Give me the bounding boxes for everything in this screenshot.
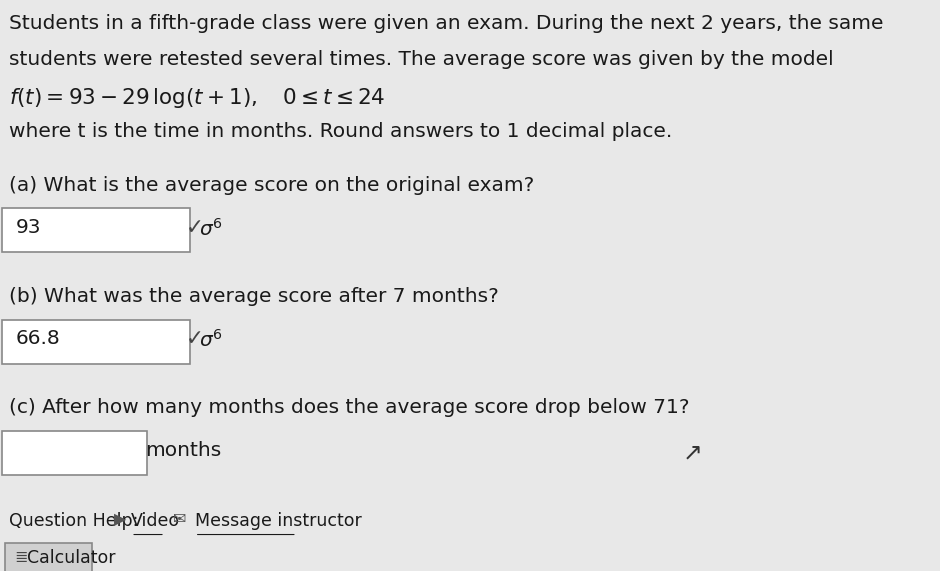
Text: (b) What was the average score after 7 months?: (b) What was the average score after 7 m…	[9, 287, 499, 306]
Text: where t is the time in months. Round answers to 1 decimal place.: where t is the time in months. Round ans…	[9, 122, 673, 141]
Text: students were retested several times. The average score was given by the model: students were retested several times. Th…	[9, 50, 834, 69]
Text: (c) After how many months does the average score drop below 71?: (c) After how many months does the avera…	[9, 399, 690, 417]
Text: (a) What is the average score on the original exam?: (a) What is the average score on the ori…	[9, 175, 535, 195]
Text: Question Help:: Question Help:	[9, 512, 139, 529]
Text: $\sigma^{6}$: $\sigma^{6}$	[199, 218, 223, 240]
Text: ≣: ≣	[14, 550, 27, 565]
FancyBboxPatch shape	[6, 543, 92, 571]
Text: Students in a fifth-grade class were given an exam. During the next 2 years, the: Students in a fifth-grade class were giv…	[9, 14, 884, 33]
Text: months: months	[146, 441, 222, 460]
Text: $f(t) = 93 - 29\,\log(t + 1), \quad 0 \leq t \leq 24$: $f(t) = 93 - 29\,\log(t + 1), \quad 0 \l…	[9, 86, 386, 110]
FancyBboxPatch shape	[2, 320, 190, 364]
FancyBboxPatch shape	[2, 208, 190, 252]
Text: 93: 93	[16, 218, 41, 237]
Text: Calculator: Calculator	[26, 549, 116, 568]
Text: ✉: ✉	[173, 512, 186, 526]
Text: ✓: ✓	[186, 329, 204, 349]
Text: 66.8: 66.8	[16, 329, 60, 348]
Text: ✓: ✓	[186, 218, 204, 238]
Text: Message instructor: Message instructor	[195, 512, 362, 529]
Text: ↗: ↗	[683, 441, 703, 465]
FancyBboxPatch shape	[2, 431, 147, 475]
Text: Video: Video	[132, 512, 180, 529]
Text: $\sigma^{6}$: $\sigma^{6}$	[199, 329, 223, 351]
Text: ▶: ▶	[114, 512, 126, 526]
